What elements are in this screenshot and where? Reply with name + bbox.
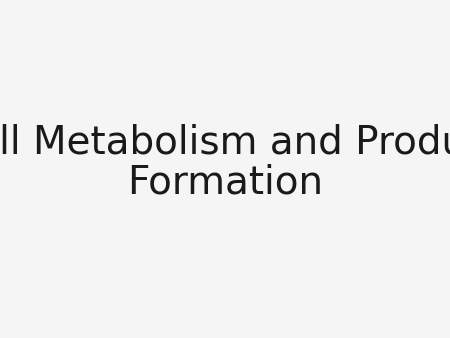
Text: Formation: Formation	[127, 163, 323, 201]
Text: Cell Metabolism and Product: Cell Metabolism and Product	[0, 123, 450, 161]
